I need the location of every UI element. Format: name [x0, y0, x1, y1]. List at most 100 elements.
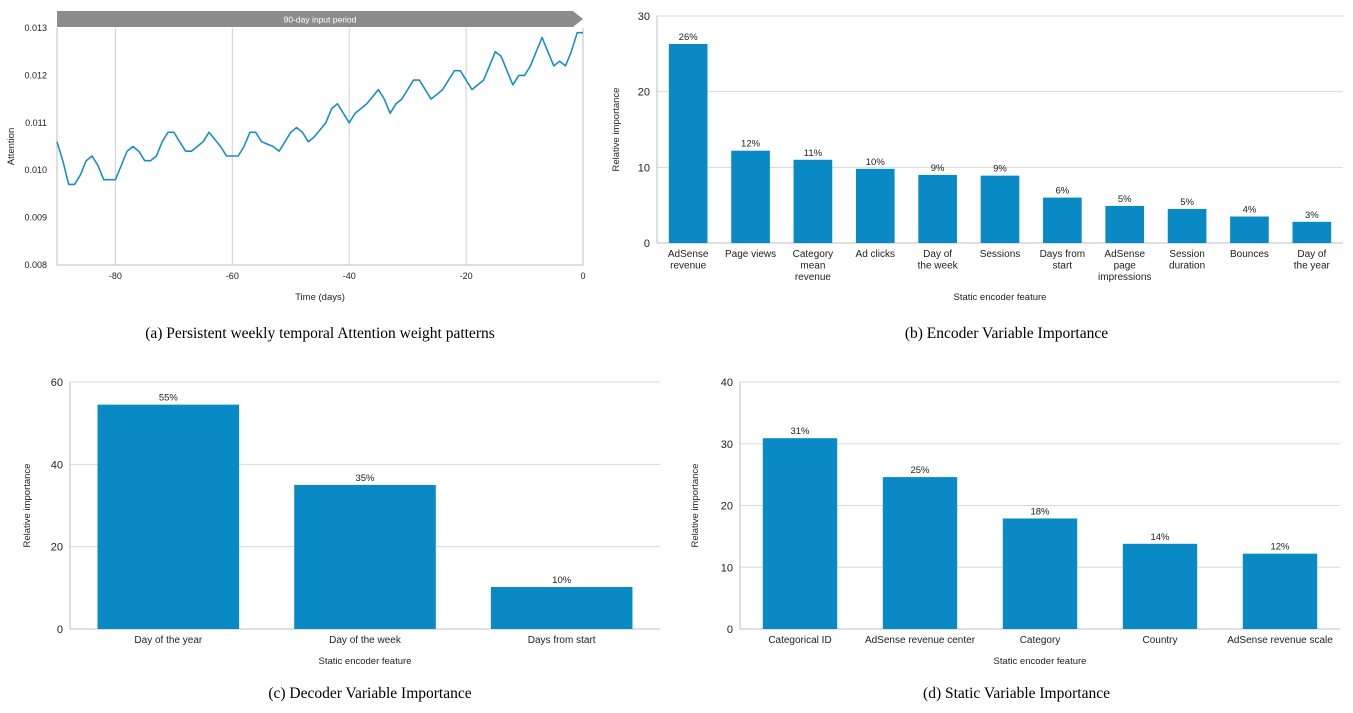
x-tick-label: start [1053, 261, 1073, 272]
x-tick-label: Ad clicks [856, 249, 895, 260]
caption-b: (b) Encoder Variable Importance [904, 325, 1109, 342]
x-tick-label: Day of the year [134, 635, 202, 646]
y-tick-label: 20 [51, 542, 63, 554]
bar [1122, 543, 1198, 629]
y-tick-label: 60 [51, 377, 63, 389]
bar [1292, 221, 1332, 243]
x-axis-label: Static encoder feature [994, 656, 1087, 667]
x-axis-label: Static encoder feature [319, 656, 412, 667]
x-tick-label: AdSense [1104, 249, 1145, 260]
x-tick-label: -60 [226, 271, 239, 281]
y-tick-label: 0 [727, 624, 733, 636]
y-axis-label: Relative importance [690, 464, 701, 548]
attention-line-chart: 90-day input period 0.008 0.009 0.010 0.011 0… [0, 0, 640, 330]
x-tick-label: 0 [580, 271, 585, 281]
x-tick-label: AdSense revenue scale [1227, 635, 1333, 646]
y-tick-label: 10 [721, 562, 733, 574]
caption-a: (a) Persistent weekly temporal Attention… [145, 325, 495, 342]
bar [1105, 205, 1145, 243]
y-axis-label: Relative importance [22, 464, 33, 548]
bar-data-label: 26% [679, 32, 699, 43]
x-tick-label: Days from [1040, 249, 1086, 260]
y-tick-label: 20 [638, 87, 650, 99]
x-tick-label: Days from start [528, 635, 596, 646]
x-tick-label: -20 [460, 271, 473, 281]
x-tick-label: Day of [923, 249, 952, 260]
x-tick-label: -80 [109, 271, 122, 281]
bar-data-label: 18% [1030, 506, 1050, 517]
bar [668, 43, 708, 243]
bar-data-label: 3% [1305, 210, 1319, 221]
x-tick-label: Category [793, 249, 834, 260]
y-tick-label: 0.013 [24, 23, 47, 33]
bar [882, 477, 958, 629]
x-tick-label: Bounces [1230, 249, 1269, 260]
bar [1002, 518, 1078, 629]
bar-data-label: 35% [355, 473, 375, 484]
decoder-importance-chart-svg: 0 20 40 60 55% Day of the year 35% Day of the w… [22, 377, 660, 667]
bar-data-label: 12% [741, 139, 761, 150]
bar [762, 438, 838, 629]
x-tick-label: -40 [343, 271, 356, 281]
x-tick-label: Country [1142, 635, 1177, 646]
bar-data-label: 31% [790, 426, 810, 437]
encoder-importance-chart: 0 10 20 30 26% AdSense revenue 12% Page views 11%… [600, 0, 1353, 330]
bar-data-label: 5% [1118, 194, 1132, 205]
y-tick-label: 40 [721, 377, 733, 389]
x-tick-label: Sessions [980, 249, 1021, 260]
x-axis-label: Static encoder feature [954, 292, 1047, 303]
caption-c: (c) Decoder Variable Importance [268, 685, 472, 702]
decoder-importance-chart: 0 20 40 60 55% Day of the year 35% Day of the w… [0, 370, 680, 667]
x-tick-label: AdSense [668, 249, 709, 260]
y-tick-label: 0 [644, 238, 650, 250]
bar [490, 587, 633, 629]
y-tick-label: 20 [721, 501, 733, 513]
x-tick-label: Category [1020, 635, 1061, 646]
x-axis-label: Time (days) [295, 292, 345, 303]
x-tick-label: Day of the week [329, 635, 402, 646]
attention-line-chart-svg: 90-day input period 0.008 0.009 0.010 0.011 0… [6, 11, 586, 303]
y-tick-label: 10 [638, 162, 650, 174]
bar-data-label: 9% [993, 164, 1007, 175]
x-tick-label: mean [800, 261, 825, 272]
y-tick-label: 40 [51, 459, 63, 471]
caption-d: (d) Static Variable Importance [923, 685, 1110, 702]
bar [793, 159, 833, 243]
static-importance-chart: 0 10 20 30 40 31% Categorical ID 25% AdSense rev… [680, 370, 1353, 667]
bar-data-label: 9% [931, 163, 945, 174]
bar [980, 175, 1020, 243]
y-tick-label: 30 [721, 439, 733, 451]
bar [855, 168, 895, 243]
y-tick-label: 0.010 [24, 165, 47, 175]
x-tick-label: revenue [795, 272, 832, 283]
bar-data-label: 14% [1150, 532, 1170, 543]
bar-data-label: 55% [159, 393, 179, 404]
bar-data-label: 5% [1180, 197, 1194, 208]
y-tick-label: 0 [57, 624, 63, 636]
y-tick-label: 0.009 [24, 213, 47, 223]
x-tick-label: Session [1169, 249, 1205, 260]
x-tick-label: page [1114, 261, 1137, 272]
bar-data-label: 10% [866, 157, 886, 168]
x-tick-label: the week [918, 261, 959, 272]
bar [918, 174, 957, 243]
y-tick-label: 30 [638, 11, 650, 23]
y-tick-label: 0.012 [24, 70, 47, 80]
y-tick-label: 0.008 [24, 260, 47, 270]
bar-data-label: 4% [1243, 205, 1257, 216]
y-axis-label: Attention [6, 128, 17, 166]
bar-data-label: 25% [910, 465, 930, 476]
bar-data-label: 12% [1270, 542, 1290, 553]
bar [1167, 208, 1207, 243]
bar [97, 404, 240, 629]
x-tick-label: AdSense revenue center [865, 635, 976, 646]
bar [294, 484, 436, 629]
bar [1242, 553, 1318, 629]
bar-data-label: 10% [552, 575, 572, 586]
y-tick-label: 0.011 [25, 118, 47, 128]
attention-series-line [56, 31, 583, 186]
input-period-banner [57, 11, 583, 27]
x-tick-label: duration [1169, 261, 1205, 272]
bar [1043, 197, 1082, 243]
